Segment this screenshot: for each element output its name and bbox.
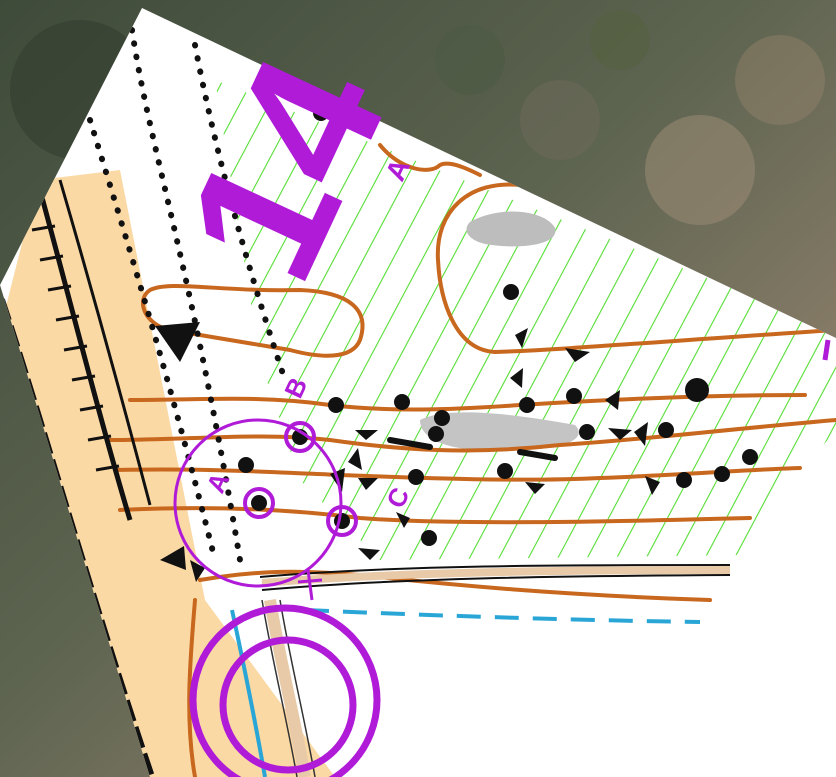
start-triangle-icon — [160, 546, 186, 570]
finish-circle-icon — [189, 604, 381, 777]
control-circle-icon — [326, 505, 358, 537]
finish-circle-icon — [219, 636, 357, 774]
start-triangle-icon — [155, 322, 200, 362]
rock-area — [466, 211, 556, 247]
dotted-boundaries — [87, 27, 288, 563]
control-circle-icon — [284, 421, 316, 453]
boulders — [238, 105, 758, 546]
start-triangle-icon — [190, 560, 205, 582]
open-land-area — [0, 170, 335, 777]
vegetation-area — [215, 80, 836, 560]
control-circle-icon — [173, 418, 343, 588]
control-circle-icon — [243, 487, 275, 519]
rock-area — [420, 412, 579, 451]
water-lines — [230, 608, 701, 777]
cliffs — [387, 437, 558, 461]
